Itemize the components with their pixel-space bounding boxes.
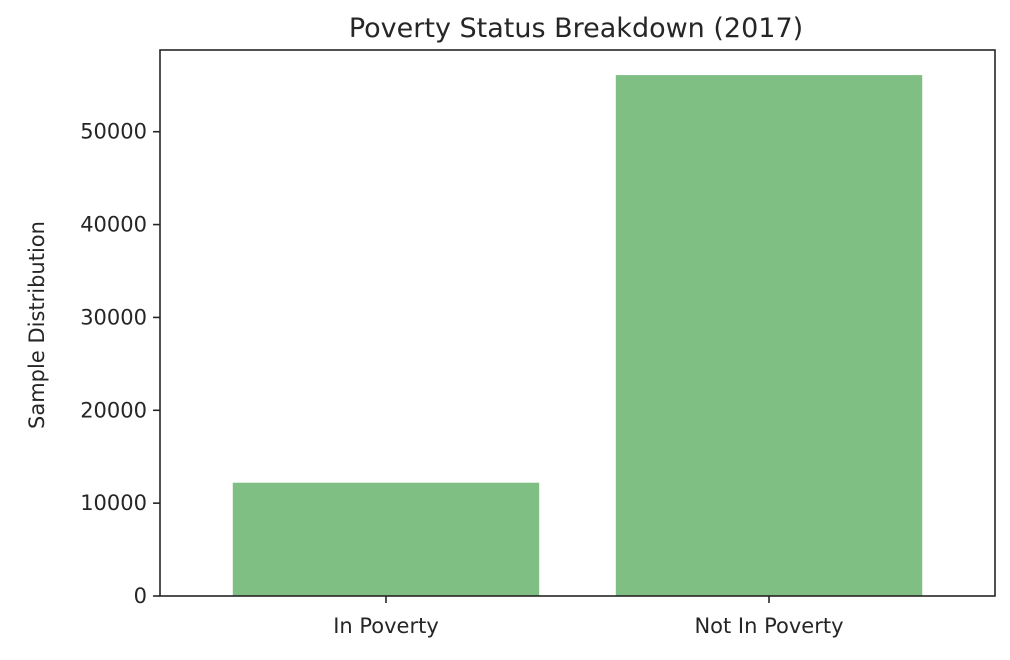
- ticks-layer: In Poverty Not In Poverty 0 10000 20000 30000…: [80, 120, 843, 638]
- y-tick-label: 10000: [80, 491, 147, 515]
- y-tick-label: 50000: [80, 120, 147, 144]
- y-axis-label: Sample Distribution: [25, 221, 49, 429]
- y-tick-label: 20000: [80, 398, 147, 422]
- x-tick-label: Not In Poverty: [694, 614, 843, 638]
- x-tick-label: In Poverty: [333, 614, 439, 638]
- bars-layer: [232, 75, 923, 597]
- bar-not-in-poverty: [615, 75, 923, 597]
- y-tick-label: 30000: [80, 305, 147, 329]
- y-tick-label: 0: [134, 584, 147, 608]
- chart-title: Poverty Status Breakdown (2017): [349, 13, 803, 44]
- bar-in-poverty: [232, 482, 540, 596]
- plot-frame: [159, 49, 996, 597]
- y-tick-label: 40000: [80, 213, 147, 237]
